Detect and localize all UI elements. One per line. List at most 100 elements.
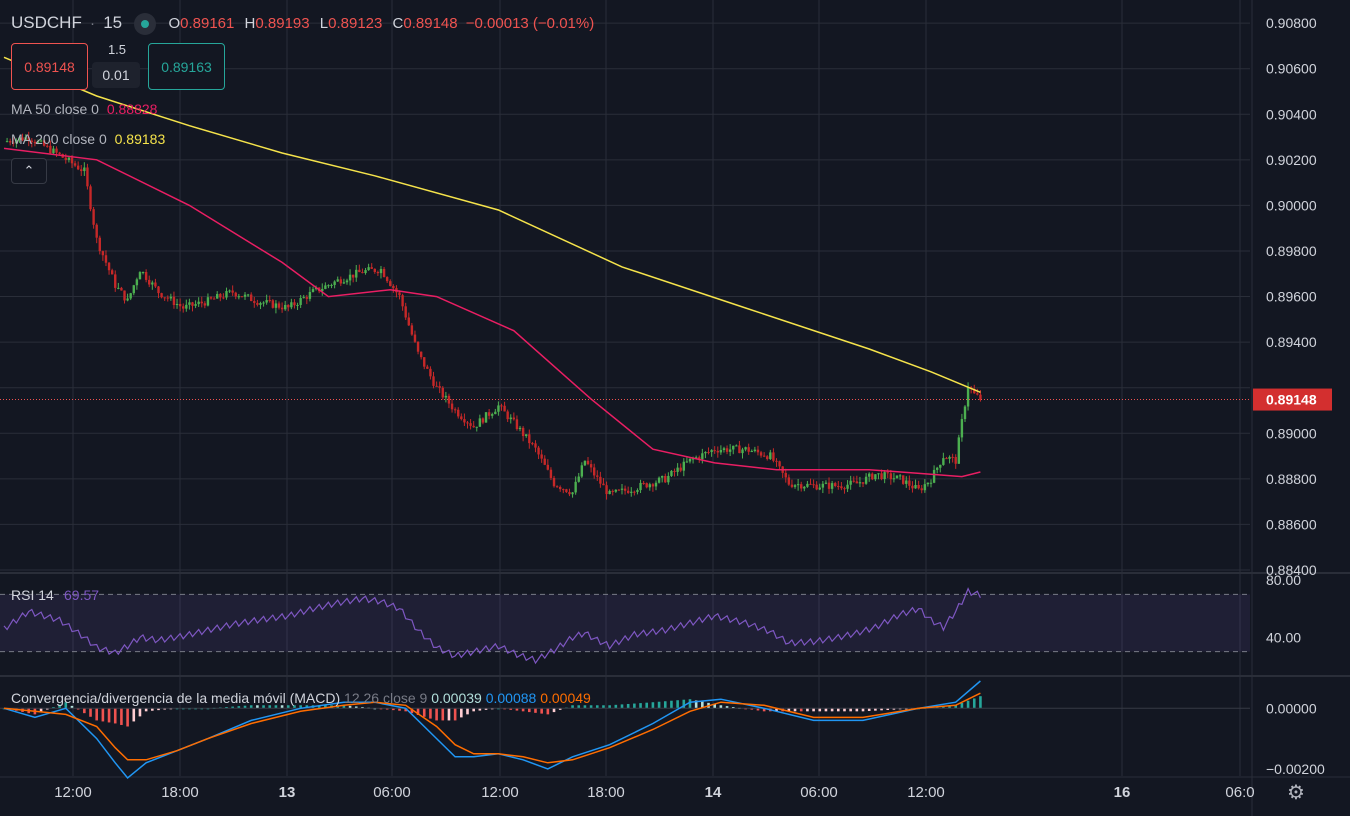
macd-histogram-bar	[861, 708, 865, 712]
candle-body	[290, 302, 293, 308]
candle-body	[5, 141, 9, 143]
candle-body	[602, 483, 605, 486]
buy-button[interactable]: 0.89163	[148, 43, 225, 90]
low-value: 0.89123	[328, 15, 383, 32]
candle-body	[713, 450, 716, 452]
candle-body	[450, 403, 454, 410]
candle-body	[630, 491, 633, 493]
candle-body	[222, 297, 225, 299]
macd-histogram-bar	[639, 703, 642, 709]
candle-body	[719, 449, 723, 453]
candle-body	[512, 417, 516, 420]
last-price-tag	[1253, 388, 1332, 411]
macd-histogram-bar	[354, 706, 358, 709]
candle-body	[716, 450, 719, 453]
candle-body	[101, 251, 105, 256]
spread-value: 1.5	[107, 41, 127, 57]
time-axis-label: 06:00	[373, 784, 411, 801]
macd-histogram-bar	[608, 705, 611, 709]
macd-histogram-bar	[268, 705, 272, 709]
candle-body	[679, 467, 682, 471]
candle-body	[104, 255, 108, 263]
candle-body	[800, 484, 803, 489]
candle-body	[160, 293, 163, 298]
candle-body	[73, 163, 77, 166]
candle-body	[574, 481, 577, 493]
candle-body	[182, 306, 185, 309]
price-axis-label: 0.90200	[1266, 152, 1317, 168]
macd-histogram-bar	[837, 708, 840, 712]
ma50-legend[interactable]: MA 50 close 0 0.88828	[11, 101, 157, 117]
candle-body	[86, 167, 89, 187]
candle-body	[592, 467, 596, 476]
candle-body	[460, 416, 463, 420]
candle-body	[704, 451, 707, 454]
candle-body	[620, 488, 624, 490]
candle-body	[549, 469, 553, 478]
candle-body	[790, 484, 794, 487]
time-axis-label: 18:00	[587, 784, 625, 801]
collapse-legend-button[interactable]: ⌃	[11, 158, 47, 184]
candle-body	[880, 473, 883, 480]
ma200-legend[interactable]: MA 200 close 0 0.89183	[11, 131, 165, 147]
candle-body	[299, 298, 302, 305]
candle-body	[821, 483, 825, 488]
macd-histogram-bar	[113, 708, 117, 724]
symbol-name[interactable]: USDCHF	[11, 13, 82, 32]
candle-body	[939, 464, 942, 468]
macd-histogram-bar	[515, 708, 519, 711]
candle-body	[305, 297, 309, 299]
time-axis-label: 06:0	[1225, 784, 1254, 801]
time-axis-label: 12:00	[54, 784, 92, 801]
macd-histogram-bar	[874, 708, 877, 711]
candle-body	[30, 140, 34, 142]
macd-histogram-bar	[163, 708, 166, 710]
candle-body	[951, 456, 954, 458]
candle-body	[154, 282, 157, 287]
candle-body	[382, 268, 386, 278]
macd-histogram-bar	[144, 708, 148, 712]
price-axis-label: 0.88800	[1266, 471, 1317, 487]
macd-histogram-bar	[830, 708, 834, 712]
candle-body	[188, 302, 191, 305]
candle-body	[957, 437, 961, 464]
macd-histogram-bar	[157, 708, 160, 711]
candle-body	[185, 304, 188, 309]
candle-body	[39, 140, 43, 142]
macd-histogram-bar	[361, 707, 364, 709]
close-value: 0.89148	[403, 15, 458, 32]
time-axis-label: 14	[705, 784, 722, 801]
macd-histogram-bar	[416, 708, 420, 715]
candle-body	[293, 302, 296, 306]
macd-histogram-bar	[577, 705, 581, 709]
candle-body	[302, 297, 305, 299]
interval-label[interactable]: 15	[103, 13, 123, 32]
lot-size-input[interactable]: 0.01	[92, 62, 140, 88]
open-value: 0.89161	[180, 15, 235, 32]
candle-body	[648, 484, 652, 488]
candle-body	[389, 281, 392, 286]
rsi-line	[3, 587, 981, 665]
macd-histogram-bar	[571, 705, 574, 709]
macd-histogram-bar	[762, 708, 766, 712]
candle-body	[945, 458, 948, 460]
candle-body	[345, 280, 349, 283]
gear-icon[interactable]: ⚙	[1287, 782, 1305, 804]
macd-histogram-bar	[546, 708, 550, 715]
candle-body	[809, 483, 812, 485]
candle-body	[932, 469, 936, 483]
candle-body	[423, 357, 426, 367]
candle-body	[95, 224, 98, 238]
candle-body	[979, 394, 982, 401]
sell-button[interactable]: 0.89148	[11, 43, 88, 90]
rsi-value: 69.57	[64, 587, 99, 603]
candle-body	[747, 447, 750, 452]
price-axis-label: 0.90600	[1266, 61, 1317, 77]
candle-body	[707, 451, 710, 453]
candle-body	[271, 300, 275, 308]
macd-histogram-bar	[58, 704, 61, 709]
macd-histogram-bar	[787, 708, 791, 712]
candle-body	[688, 458, 692, 462]
candle-body	[868, 473, 871, 477]
